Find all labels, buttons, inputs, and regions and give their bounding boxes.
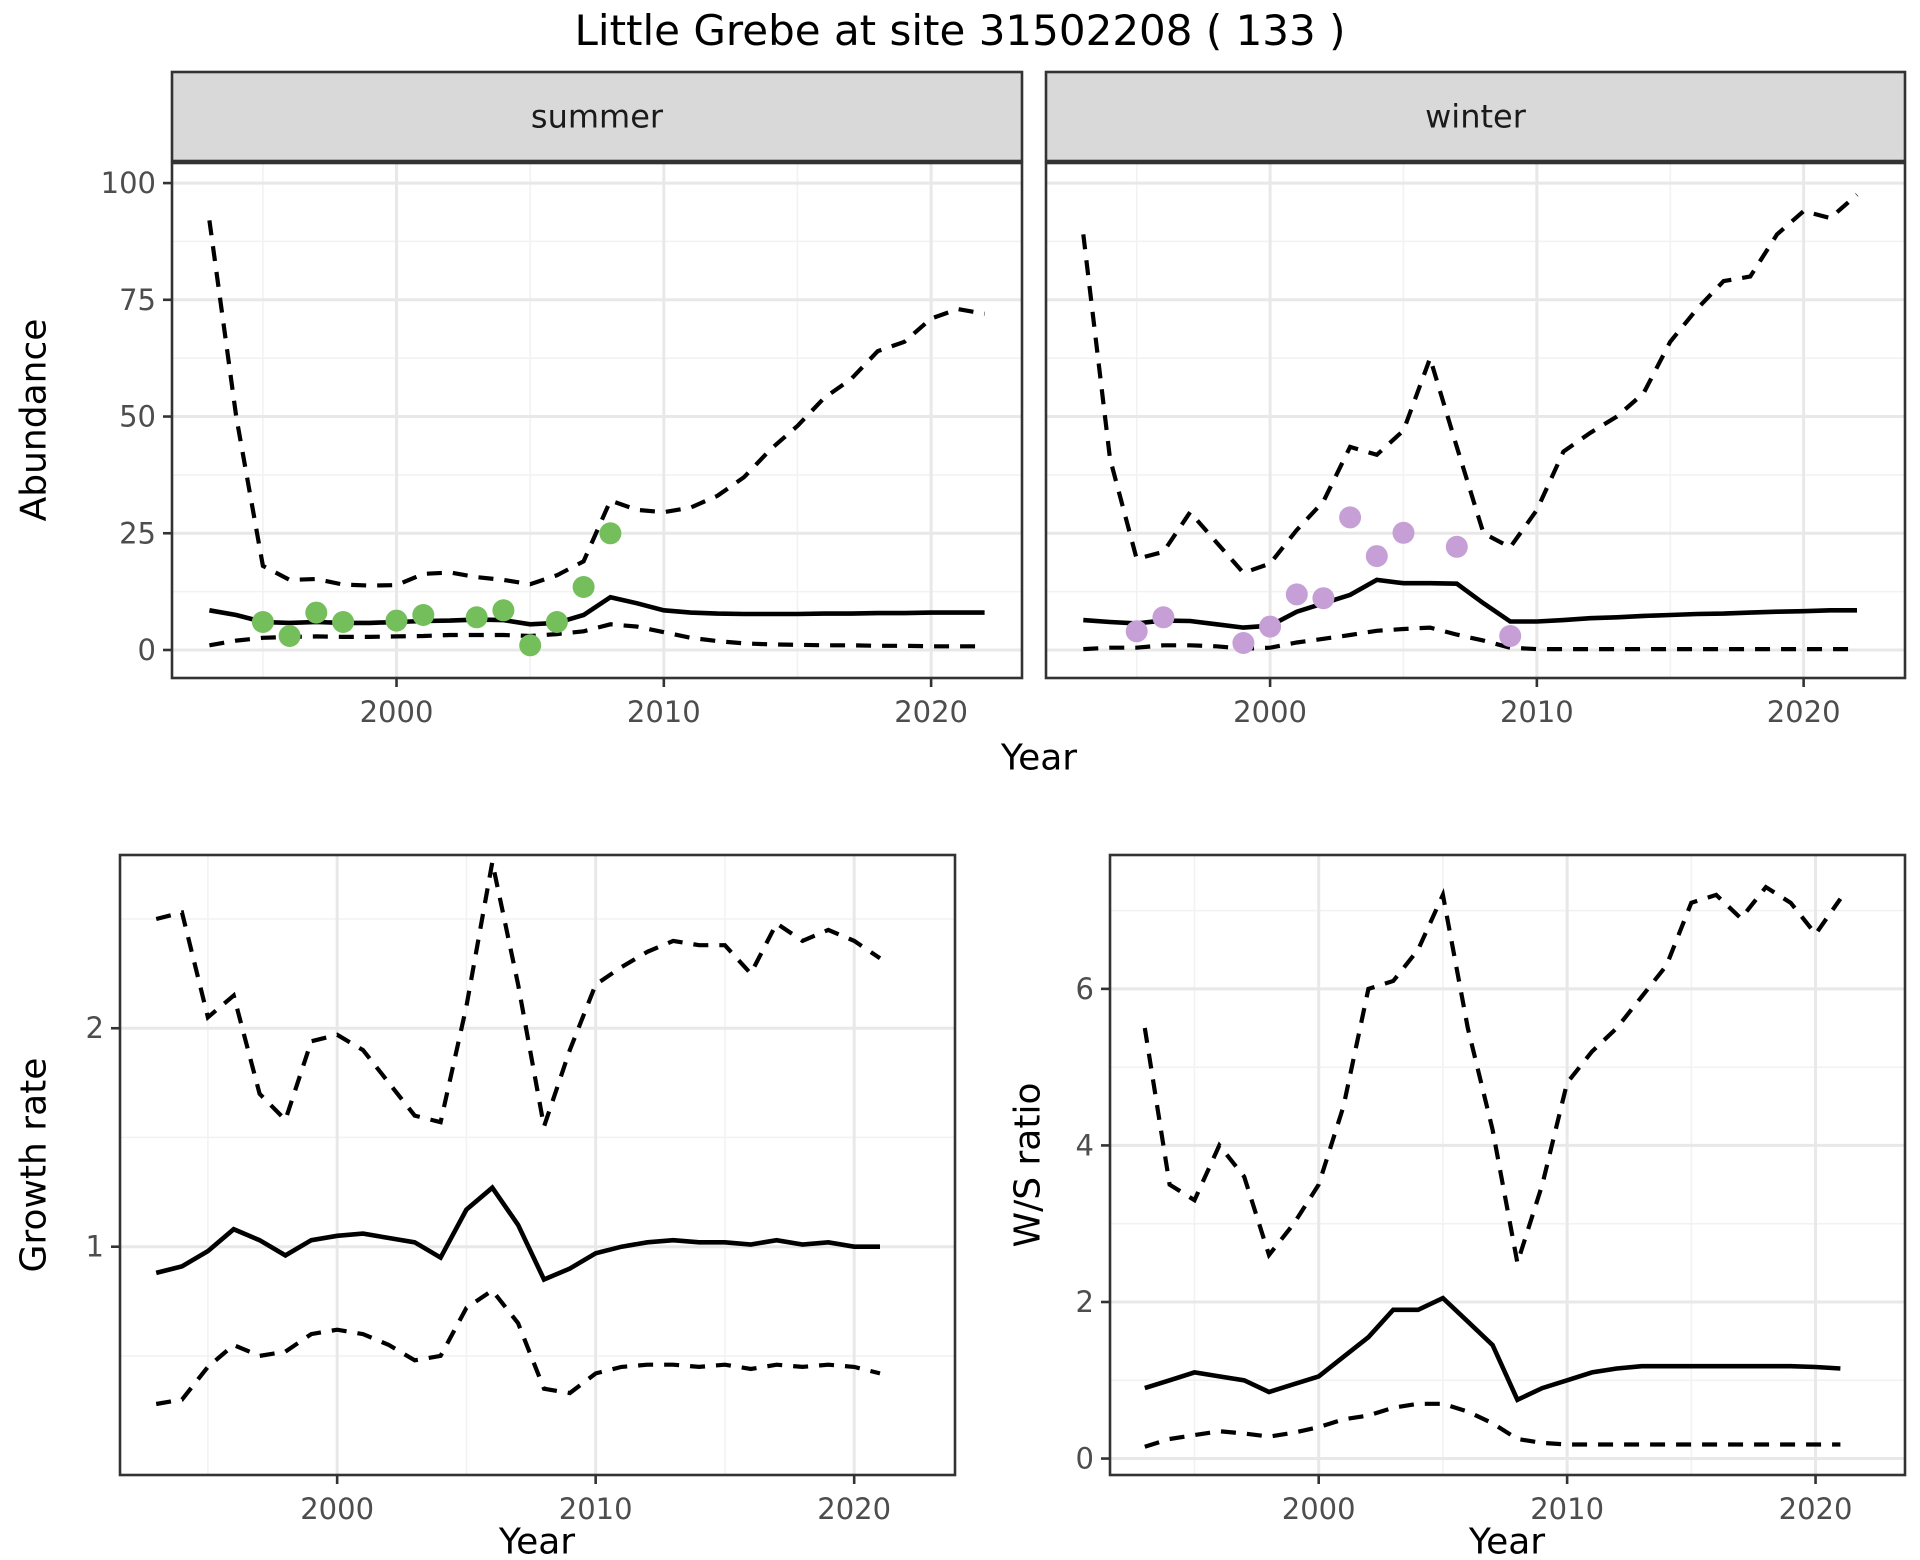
facet-strip-winter (1044, 70, 1907, 163)
x-tick-label: 2000 (360, 695, 434, 729)
y-tick-label: 50 (119, 400, 156, 434)
x-tick-label: 2010 (627, 695, 701, 729)
y-tick-label: 0 (1076, 1442, 1094, 1476)
series-fitted (155, 1184, 880, 1283)
data-point (1445, 535, 1468, 558)
data-point (1499, 625, 1522, 647)
series-upper-ci (207, 220, 985, 588)
data-point (1312, 587, 1335, 610)
panel-abundance-summer: summer 2000 2010 2020 0 25 50 75 100 (101, 70, 1024, 729)
series-lower-ci (1144, 1401, 1841, 1449)
panel-ws-ratio: 2000 2010 2020 0 2 4 6 (1076, 853, 1907, 1526)
facet-strip-label: summer (531, 98, 664, 136)
x-axis-title-year-top: Year (1000, 737, 1078, 779)
series-upper-ci (1142, 884, 1843, 1264)
y-axis-title-growth-rate: Growth rate (13, 1057, 55, 1273)
x-tick-label: 2000 (1233, 695, 1307, 729)
facet-strip-summer (170, 70, 1024, 163)
series-upper-ci (1081, 193, 1859, 576)
x-axis-title-year-bottom-left: Year (498, 1521, 576, 1560)
y-tick-label: 2 (1076, 1285, 1094, 1319)
facet-strip-label: winter (1425, 98, 1527, 136)
data-point (278, 625, 301, 647)
data-point (545, 611, 568, 633)
series-fitted (1083, 577, 1857, 630)
data-point (1392, 521, 1415, 544)
data-point (1125, 620, 1148, 643)
data-point (251, 611, 274, 633)
data-point (1259, 615, 1282, 638)
data-point (412, 604, 435, 626)
data-point (1152, 606, 1175, 629)
y-axis-title-abundance: Abundance (13, 318, 55, 522)
y-tick-label: 1 (86, 1230, 104, 1264)
y-tick-label: 75 (119, 283, 156, 317)
y-tick-label: 25 (119, 516, 156, 550)
data-point (332, 611, 355, 633)
x-axis-title-year-bottom-right: Year (1468, 1521, 1546, 1560)
data-point (599, 522, 622, 545)
series-fitted (1144, 1295, 1841, 1403)
data-point (1285, 583, 1308, 606)
series-upper-ci (155, 861, 882, 1135)
series-lower-ci (155, 1287, 881, 1407)
data-point (385, 609, 408, 632)
data-point (305, 601, 328, 624)
y-tick-label: 4 (1076, 1128, 1094, 1162)
y-tick-label: 0 (138, 633, 156, 667)
data-point (572, 576, 595, 598)
x-tick-label: 2000 (1282, 1492, 1356, 1526)
x-tick-label: 2010 (559, 1492, 633, 1526)
chart-title: Little Grebe at site 31502208 ( 133 ) (574, 6, 1346, 55)
x-tick-label: 2020 (894, 695, 968, 729)
x-tick-label: 2010 (1530, 1492, 1604, 1526)
x-tick-label: 2020 (1779, 1492, 1853, 1526)
data-point (519, 634, 542, 657)
data-point (1339, 506, 1362, 529)
data-point (492, 599, 515, 622)
panel-growth-rate: 2000 2010 2020 1 2 (86, 853, 957, 1526)
data-point (1365, 545, 1388, 568)
x-tick-label: 2020 (1767, 695, 1841, 729)
data-point (465, 606, 488, 629)
y-tick-label: 100 (101, 166, 156, 200)
observed-counts-winter (1125, 506, 1522, 654)
data-point (1232, 632, 1255, 654)
y-tick-label: 2 (86, 1011, 104, 1045)
y-axis-title-ws-ratio: W/S ratio (1007, 1082, 1049, 1248)
observed-counts-summer (251, 522, 622, 657)
x-tick-label: 2020 (817, 1492, 891, 1526)
panel-abundance-winter: winter 2000 2010 2020 (1044, 70, 1907, 729)
x-tick-label: 2000 (300, 1492, 374, 1526)
x-tick-label: 2010 (1500, 695, 1574, 729)
y-tick-label: 6 (1076, 972, 1094, 1006)
